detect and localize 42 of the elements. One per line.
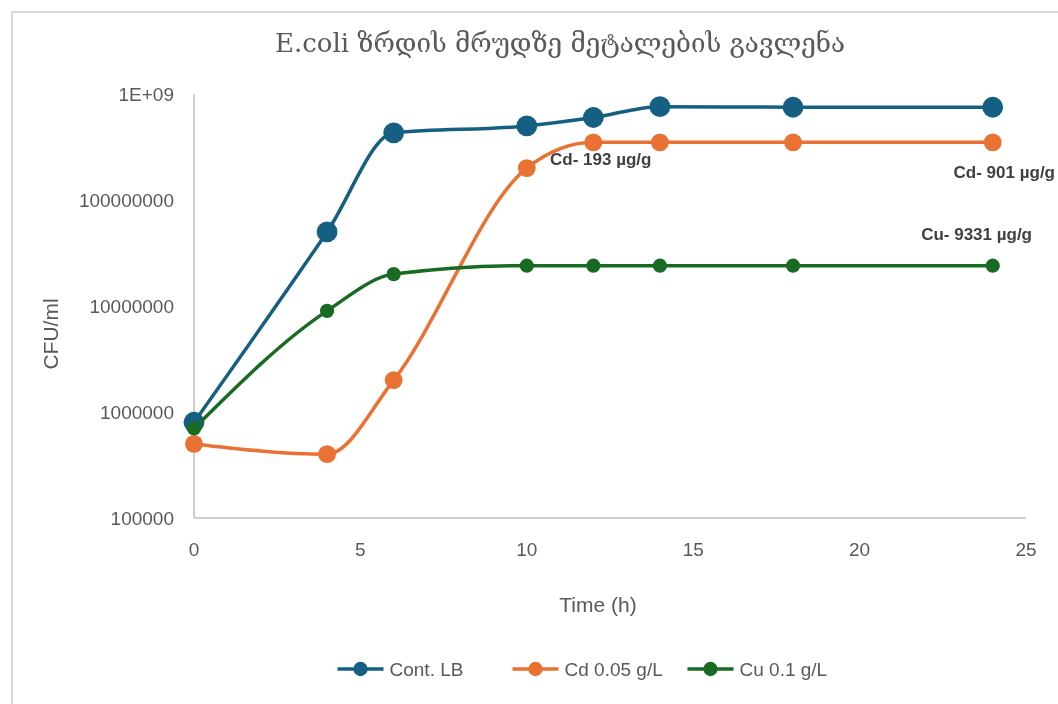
y-axis-title: CFU/ml [39, 298, 62, 370]
legend-label: Cu 0.1 g/L [739, 658, 828, 680]
point [383, 122, 405, 144]
point [316, 221, 338, 243]
point [983, 133, 1002, 152]
chart-title: E.coli ზრდის მრუდზე მეტალების გავლენა [274, 28, 846, 58]
point [185, 435, 203, 453]
point [586, 258, 601, 273]
point [651, 133, 669, 152]
point [785, 258, 801, 273]
point [582, 107, 604, 128]
x-axis-title: Time (h) [559, 593, 637, 616]
point [516, 115, 538, 137]
x-tick-label: 15 [682, 539, 704, 560]
annotation: Cd- 901 µg/g [953, 163, 1055, 182]
x-tick-label: 25 [1015, 539, 1037, 560]
x-tick-label: 5 [355, 539, 366, 560]
point [652, 258, 668, 273]
x-tick-label: 20 [849, 539, 871, 560]
annotation: Cu- 9331 µg/g [921, 225, 1032, 244]
legend-label: Cont. LB [389, 658, 464, 680]
point [649, 96, 671, 118]
y-tick-label: 10000000 [89, 295, 174, 317]
point [584, 133, 603, 152]
y-tick-label: 1E+09 [118, 83, 174, 105]
legend-label: Cd 0.05 g/L [564, 658, 663, 680]
point [318, 445, 337, 464]
point [384, 371, 403, 389]
point [517, 159, 536, 177]
point [519, 258, 534, 273]
point [319, 303, 335, 318]
point [784, 133, 802, 152]
y-tick-label: 1000000 [100, 401, 174, 423]
x-tick-label: 10 [516, 539, 538, 560]
x-tick-label: 0 [188, 539, 200, 560]
point [985, 258, 1000, 273]
point [386, 266, 401, 282]
point [782, 96, 804, 118]
annotation: Cd- 193 µg/g [550, 150, 652, 169]
y-tick-label: 100000000 [78, 189, 174, 211]
y-tick-label: 100000 [110, 507, 174, 529]
point [982, 96, 1004, 118]
